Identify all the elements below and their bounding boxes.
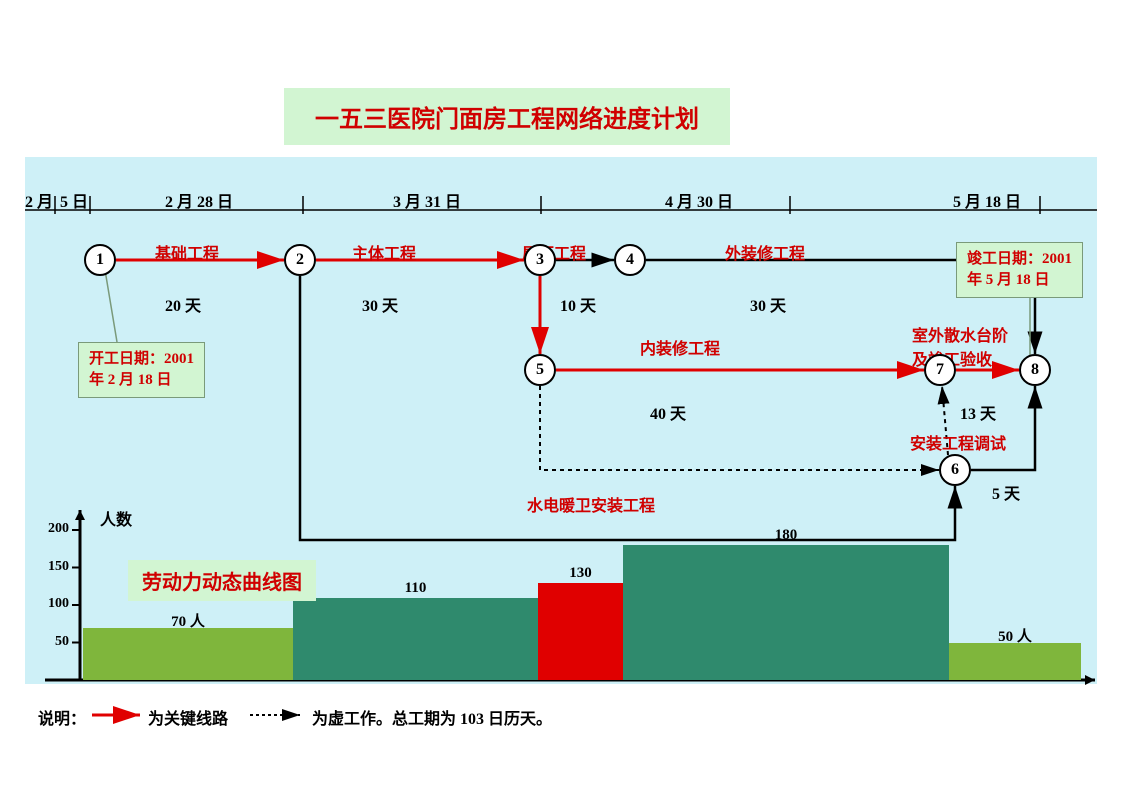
network-node-4: 4 xyxy=(614,244,646,276)
callout-box: 开工日期：2001 年 2 月 18 日 xyxy=(78,342,205,398)
network-node-3: 3 xyxy=(524,244,556,276)
bar-value-label: 180 xyxy=(623,527,949,544)
legend-prefix: 说明： xyxy=(38,705,86,729)
duration-label: 10 天 xyxy=(560,292,596,316)
bar-value-label: 70 人 xyxy=(83,610,293,631)
callout-box: 竣工日期：2001 年 5 月 18 日 xyxy=(956,242,1083,298)
timeline-date: 4 月 30 日 xyxy=(665,188,733,212)
duration-label: 40 天 xyxy=(650,400,686,424)
duration-label: 20 天 xyxy=(165,292,201,316)
diagram-title: 一五三医院门面房工程网络进度计划 xyxy=(284,88,730,145)
duration-label: 5 天 xyxy=(992,480,1020,504)
task-label: 外装修工程 xyxy=(725,240,805,264)
labor-bar xyxy=(538,583,623,681)
network-node-6: 6 xyxy=(939,454,971,486)
task-label: 主体工程 xyxy=(352,240,416,264)
network-node-1: 1 xyxy=(84,244,116,276)
legend-critical: 为关键线路 xyxy=(148,705,228,729)
task-label: 水电暖卫安装工程 xyxy=(527,492,655,516)
labor-chart-title: 劳动力动态曲线图 xyxy=(128,560,316,601)
task-label: 内装修工程 xyxy=(640,335,720,359)
timeline-date: 3 月 31 日 xyxy=(393,188,461,212)
labor-bar xyxy=(83,628,293,681)
network-node-2: 2 xyxy=(284,244,316,276)
labor-bar xyxy=(623,545,949,680)
network-node-7: 7 xyxy=(924,354,956,386)
bar-value-label: 110 xyxy=(293,580,538,597)
y-tick-label: 200 xyxy=(35,521,69,537)
network-node-5: 5 xyxy=(524,354,556,386)
duration-label: 30 天 xyxy=(750,292,786,316)
y-tick-label: 100 xyxy=(35,596,69,612)
labor-bar xyxy=(293,598,538,681)
network-node-8: 8 xyxy=(1019,354,1051,386)
duration-label: 30 天 xyxy=(362,292,398,316)
y-tick-label: 150 xyxy=(35,559,69,575)
y-axis-label: 人数 xyxy=(100,506,132,530)
bar-value-label: 130 xyxy=(538,565,623,582)
task-label: 安装工程调试 xyxy=(910,430,1006,454)
bar-value-label: 50 人 xyxy=(949,625,1081,646)
timeline-date: 5 月 18 日 xyxy=(953,188,1021,212)
legend-dummy: 为虚工作。总工期为 103 日历天。 xyxy=(312,705,552,729)
timeline-date: 2 月 xyxy=(25,188,53,212)
labor-bar xyxy=(949,643,1081,681)
duration-label: 13 天 xyxy=(960,400,996,424)
timeline-date: 2 月 28 日 xyxy=(165,188,233,212)
y-tick-label: 50 xyxy=(35,634,69,650)
task-label: 基础工程 xyxy=(155,240,219,264)
timeline-date: 5 日 xyxy=(60,188,88,212)
